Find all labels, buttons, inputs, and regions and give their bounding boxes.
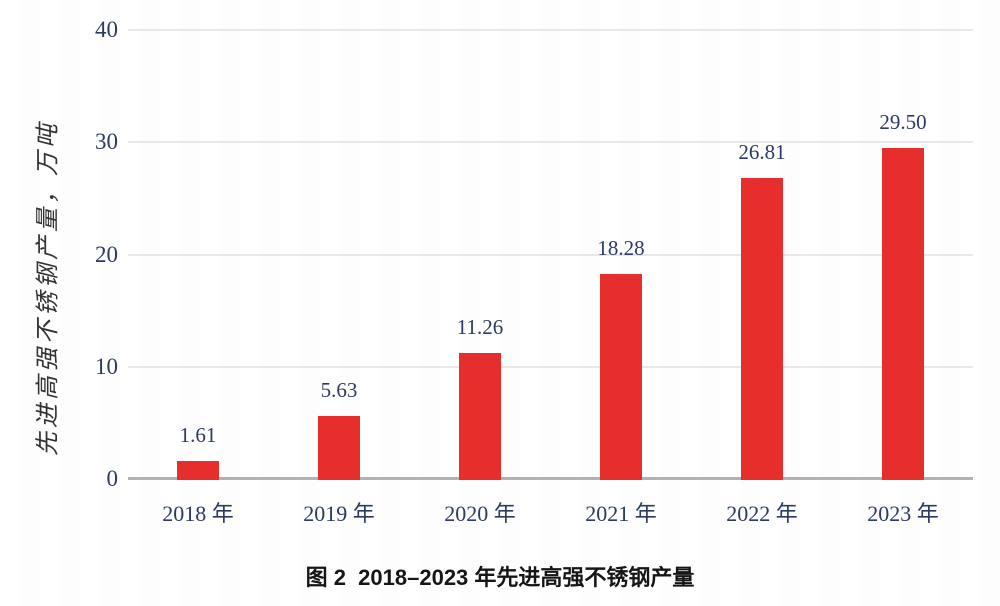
x-tick-label-2018: 2018 年	[162, 501, 234, 526]
y-tick-label-40: 40	[95, 17, 118, 42]
x-tick-label-2020: 2020 年	[444, 501, 516, 526]
bar-2021	[600, 274, 642, 480]
value-label-2018: 1.61	[179, 423, 217, 447]
gridline-10	[128, 365, 973, 368]
x-axis-line	[128, 477, 973, 480]
x-tick-label-2021: 2021 年	[585, 501, 657, 526]
bar-2018	[177, 461, 219, 480]
value-label-2021: 18.28	[597, 236, 645, 260]
y-tick-label-10: 10	[95, 353, 118, 379]
x-tick-label-2022: 2022 年	[726, 501, 798, 526]
value-label-2023: 29.50	[879, 110, 927, 134]
figure-caption: 图 2 2018–2023 年先进高强不锈钢产量	[305, 565, 695, 590]
value-label-2022: 26.81	[738, 140, 786, 164]
y-tick-label-20: 20	[95, 241, 118, 267]
bar-2020	[459, 353, 501, 480]
gridline-40	[128, 29, 973, 31]
bar-2023	[882, 148, 924, 480]
y-tick-label-30: 30	[95, 129, 118, 155]
gridline-20	[128, 253, 973, 256]
x-tick-label-2019: 2019 年	[303, 501, 375, 526]
y-axis-title: 先进高强不锈钢产量，万吨	[35, 120, 62, 456]
bar-2019	[318, 416, 360, 480]
value-label-2020: 11.26	[456, 315, 504, 339]
y-tick-label-0: 0	[106, 466, 119, 491]
gridline-30	[128, 141, 973, 144]
value-label-2019: 5.63	[320, 378, 358, 402]
bar-2022	[741, 178, 783, 480]
x-tick-label-2023: 2023 年	[867, 501, 939, 526]
